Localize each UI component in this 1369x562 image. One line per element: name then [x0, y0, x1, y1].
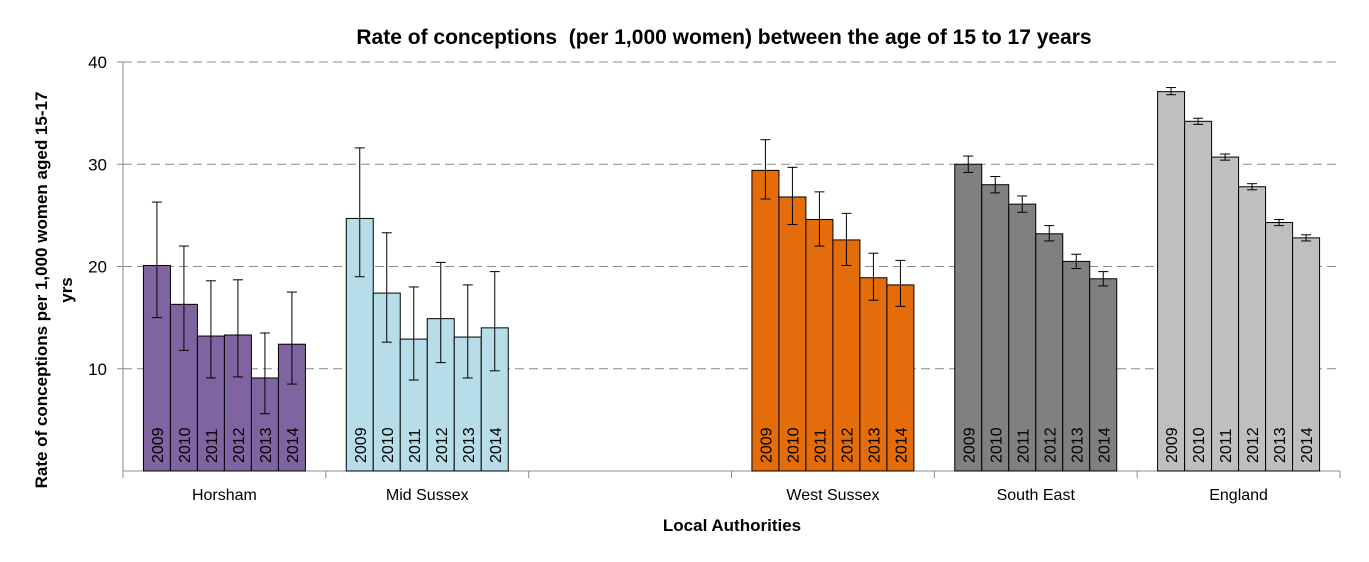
year-label: 2010 [380, 427, 397, 463]
year-label: 2009 [353, 427, 370, 463]
year-label: 2012 [1245, 427, 1262, 463]
x-axis-title: Local Authorities [663, 516, 801, 535]
year-label: 2013 [1069, 427, 1086, 463]
bar [1265, 222, 1294, 472]
bar [859, 277, 888, 472]
category-label: South East [997, 487, 1076, 504]
bar [886, 284, 915, 472]
bar [1184, 120, 1213, 472]
labels: 10 20 30 40 Horsham 2009 2010 2011 2012 2013 2014 M… [88, 53, 1316, 504]
bar [832, 239, 861, 472]
error-bars [151, 87, 1312, 415]
year-label: 2012 [1042, 427, 1059, 463]
bar [954, 163, 983, 472]
category-label: Mid Sussex [386, 487, 469, 504]
year-label: 2011 [812, 428, 829, 463]
bar [1062, 260, 1091, 472]
chart-title: Rate of conceptions (per 1,000 women) be… [356, 26, 1091, 49]
y-axis-title: Rate of conceptions per 1,000 women aged… [32, 92, 51, 489]
y-axis-title-line2: yrs [57, 277, 76, 303]
year-label: 2011 [1218, 428, 1235, 463]
y-tick-label: 20 [88, 258, 107, 277]
year-label: 2014 [1096, 427, 1113, 463]
year-label: 2009 [758, 427, 775, 463]
year-label: 2014 [893, 427, 910, 463]
bar [1157, 91, 1186, 472]
bar [1089, 278, 1118, 472]
bar [981, 184, 1010, 472]
bar [1292, 237, 1321, 472]
category-label: West Sussex [786, 487, 879, 504]
category-label: England [1209, 487, 1268, 504]
year-label: 2014 [1299, 427, 1316, 463]
year-label: 2013 [258, 427, 275, 463]
year-label: 2013 [866, 427, 883, 463]
year-label: 2010 [785, 427, 802, 463]
year-label: 2009 [150, 427, 167, 463]
year-label: 2009 [961, 427, 978, 463]
axes [117, 61, 1341, 478]
year-label: 2012 [839, 427, 856, 463]
year-label: 2011 [407, 428, 424, 463]
year-label: 2012 [434, 427, 451, 463]
year-label: 2013 [1272, 427, 1289, 463]
year-label: 2014 [488, 427, 505, 463]
bar [1008, 203, 1037, 472]
category-label: Horsham [192, 487, 257, 504]
year-label: 2012 [231, 427, 248, 463]
y-tick-label: 40 [88, 53, 107, 72]
year-label: 2010 [988, 427, 1005, 463]
year-label: 2010 [1191, 427, 1208, 463]
bar [1211, 156, 1240, 472]
year-label: 2011 [1015, 428, 1032, 463]
year-label: 2009 [1164, 427, 1181, 463]
y-tick-label: 30 [88, 155, 107, 174]
bar [751, 169, 780, 472]
y-tick-label: 10 [88, 360, 107, 379]
bar [1238, 186, 1267, 472]
year-label: 2011 [204, 428, 221, 463]
gridlines [123, 61, 1340, 370]
year-label: 2013 [461, 427, 478, 463]
year-label: 2014 [285, 427, 302, 463]
bars [142, 91, 1321, 472]
year-label: 2010 [177, 427, 194, 463]
